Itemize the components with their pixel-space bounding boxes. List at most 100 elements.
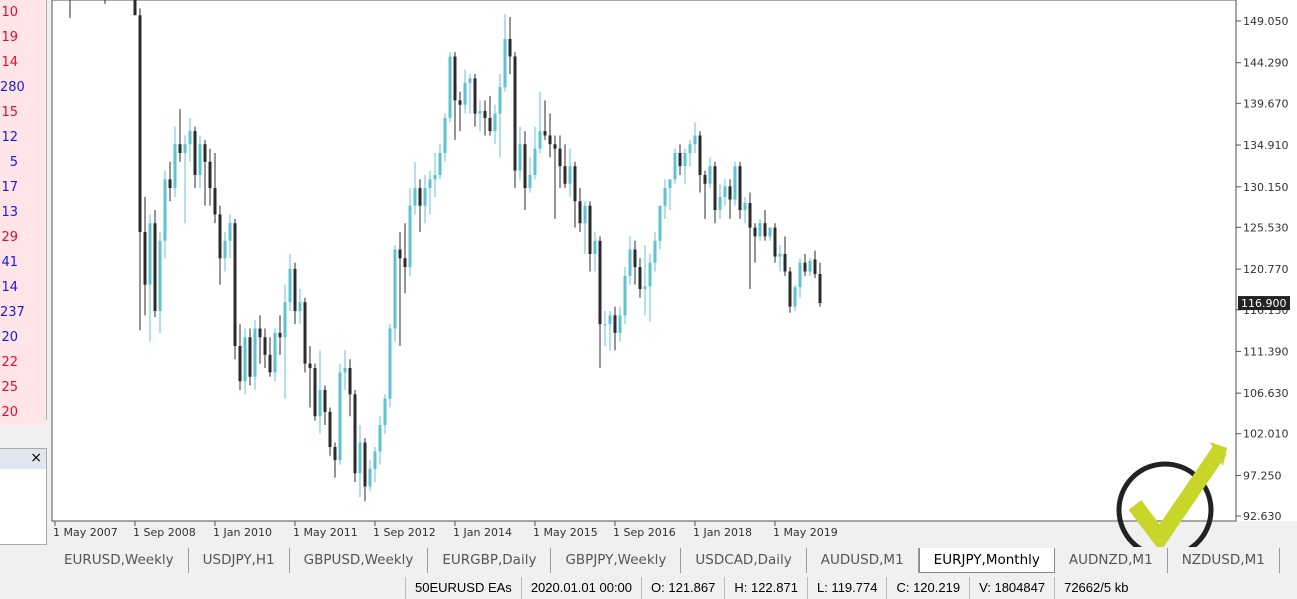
candle-body bbox=[568, 166, 572, 184]
candle-body bbox=[143, 231, 147, 285]
candle-body bbox=[188, 131, 192, 145]
candle-body bbox=[783, 253, 787, 272]
candle-body bbox=[683, 153, 687, 167]
chart-tabs: EURUSD,Weekly USDJPY,H1 GBPUSD,Weekly EURGB… bbox=[50, 548, 1297, 573]
candle-body bbox=[253, 328, 257, 377]
spread-cell: 10 bbox=[0, 0, 46, 25]
candle-body bbox=[283, 302, 287, 338]
candle-body bbox=[328, 411, 332, 447]
status-cell: 2020.01.01 00:00 bbox=[520, 577, 641, 599]
price-axis bbox=[1237, 0, 1297, 521]
candle-body bbox=[383, 398, 387, 426]
candle-body bbox=[703, 174, 707, 184]
candle-body bbox=[333, 446, 337, 461]
y-tick-label: 144.290 bbox=[1243, 57, 1289, 70]
candle-body bbox=[193, 131, 197, 175]
spread-cell: 19 bbox=[0, 25, 46, 50]
chart-tab[interactable]: USDJPY,H1 bbox=[189, 548, 290, 573]
y-tick-label: 134.910 bbox=[1243, 139, 1289, 152]
candle-body bbox=[498, 87, 502, 114]
candle-body bbox=[348, 367, 352, 395]
candle-body bbox=[273, 332, 277, 373]
chart-tab[interactable]: USDCAD,Daily bbox=[681, 548, 807, 573]
candle-body bbox=[368, 468, 372, 487]
status-cell: C: 120.219 bbox=[886, 577, 969, 599]
candle-body bbox=[723, 186, 727, 197]
chart-tab[interactable]: EURUSD,Weekly bbox=[50, 548, 189, 573]
status-cell: 50EURUSD EAs bbox=[405, 577, 521, 599]
candle-body bbox=[673, 153, 677, 180]
candle-body bbox=[163, 179, 167, 241]
candle-body bbox=[678, 153, 682, 167]
candle-body bbox=[453, 56, 457, 101]
candle-body bbox=[138, 15, 142, 232]
candle-body bbox=[778, 253, 782, 257]
chart-tab[interactable]: AUDNZD,M1 bbox=[1055, 548, 1168, 573]
candle-body bbox=[408, 205, 412, 268]
candle-body bbox=[773, 227, 777, 257]
candle-body bbox=[208, 161, 212, 189]
spread-cell: 15 bbox=[0, 100, 46, 125]
candle-body bbox=[223, 240, 227, 259]
candle-body bbox=[178, 144, 182, 154]
x-tick-label: 1 Sep 2016 bbox=[613, 526, 676, 539]
chart-tab[interactable]: EURJPY,Monthly bbox=[918, 548, 1055, 573]
y-tick-label: 139.670 bbox=[1243, 97, 1289, 110]
candle-body bbox=[463, 82, 467, 105]
candle-body bbox=[658, 205, 662, 241]
candle-body bbox=[288, 268, 292, 303]
candle-body bbox=[278, 332, 282, 338]
candle-body bbox=[648, 262, 652, 287]
spread-cell: 14 bbox=[0, 50, 46, 75]
candle-body bbox=[573, 166, 577, 202]
candle-body bbox=[813, 259, 817, 274]
spread-cell: 20 bbox=[0, 400, 46, 425]
candle-body bbox=[338, 372, 342, 461]
candle-body bbox=[503, 38, 507, 88]
x-tick-label: 1 Jan 2014 bbox=[453, 526, 512, 539]
candle-body bbox=[608, 315, 612, 325]
candle-body bbox=[753, 227, 757, 237]
candle-body bbox=[508, 38, 512, 57]
chart-tab[interactable]: AUDUSD,M1 bbox=[807, 548, 919, 573]
spread-cell: 22 bbox=[0, 350, 46, 375]
candle-body bbox=[158, 240, 162, 311]
spread-cell: 237 bbox=[0, 300, 46, 325]
last-price-box bbox=[1238, 296, 1290, 311]
candle-body bbox=[318, 389, 322, 417]
chart-tab[interactable]: GBPJPY,Weekly bbox=[551, 548, 682, 573]
spread-cell: 14 bbox=[0, 275, 46, 300]
candle-body bbox=[393, 249, 397, 329]
x-tick-label: 1 Jan 2010 bbox=[213, 526, 272, 539]
candle-body bbox=[168, 179, 172, 189]
chart-tab[interactable]: GBPUSD,Weekly bbox=[290, 548, 429, 573]
chart-tab[interactable]: NZDUSD,M1 bbox=[1168, 548, 1280, 573]
x-tick-label: 1 May 2011 bbox=[293, 526, 358, 539]
candle-body bbox=[788, 271, 792, 307]
candle-body bbox=[603, 324, 607, 326]
candle-body bbox=[218, 214, 222, 259]
chart-tab[interactable]: EURGBP,Daily bbox=[428, 548, 552, 573]
candle-body bbox=[388, 328, 392, 399]
candle-body bbox=[478, 110, 482, 114]
status-cell: H: 122.871 bbox=[724, 577, 807, 599]
chart: 149.050 144.290 139.670 134.910 130.150 125.5… bbox=[51, 0, 1297, 547]
candle-body bbox=[228, 223, 232, 241]
candle-body bbox=[708, 166, 712, 184]
candle-body bbox=[198, 144, 202, 175]
candle-body bbox=[793, 287, 797, 307]
candle-body bbox=[298, 302, 302, 311]
candle-body bbox=[438, 153, 442, 175]
candle-body bbox=[423, 188, 427, 206]
panel-header: × bbox=[0, 449, 46, 469]
candle-body bbox=[293, 268, 297, 311]
candle-body bbox=[808, 260, 812, 272]
x-tick-label: 1 May 2019 bbox=[773, 526, 838, 539]
candle-body bbox=[593, 240, 597, 254]
candle-body bbox=[543, 131, 547, 136]
candle-body bbox=[518, 144, 522, 171]
candle-body bbox=[553, 144, 557, 149]
close-button[interactable]: × bbox=[30, 450, 42, 466]
candle-body bbox=[358, 442, 362, 474]
